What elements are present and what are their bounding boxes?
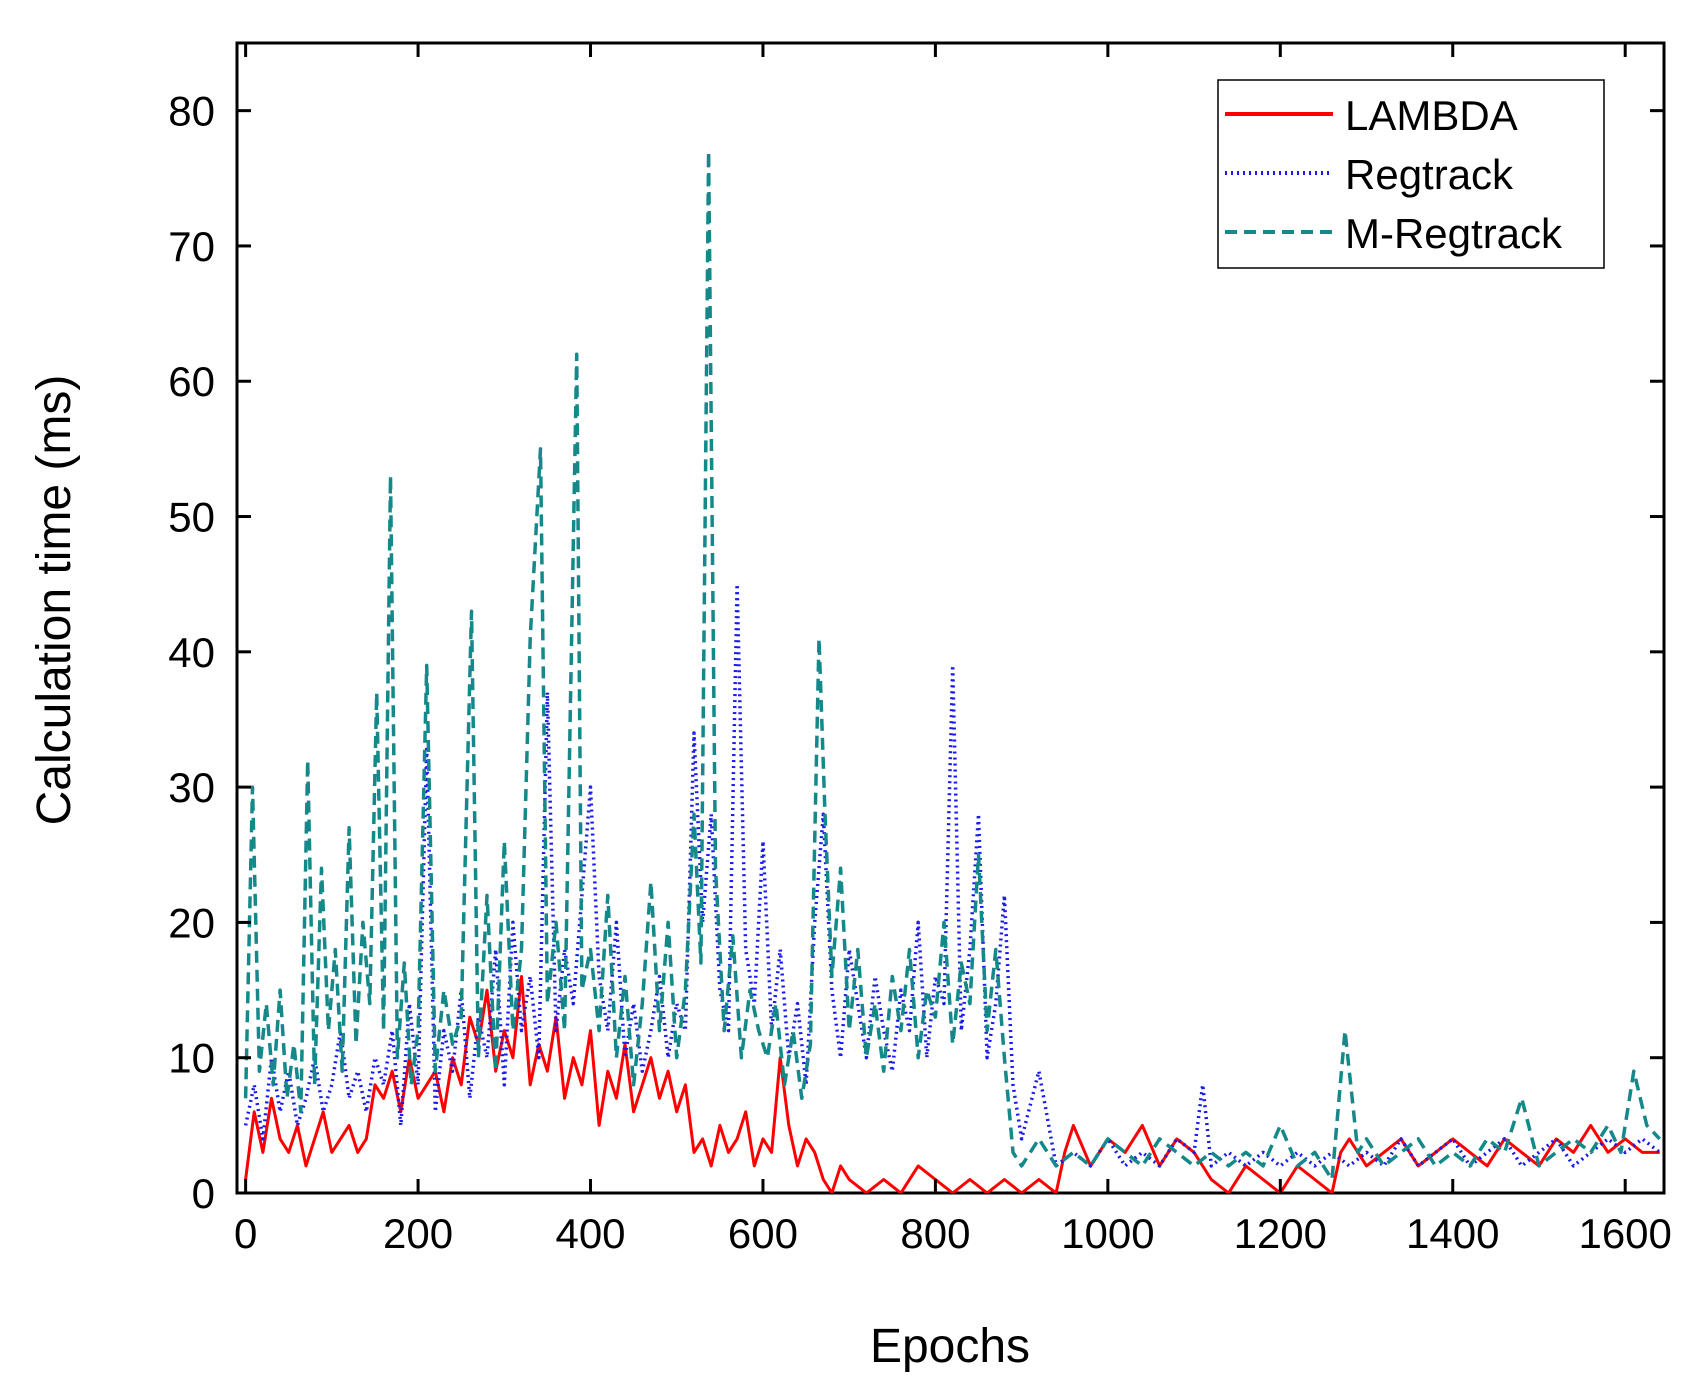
y-tick-label: 60 [168, 358, 215, 405]
legend-box [1217, 79, 1605, 269]
ticks-layer: 0 200 400 600 800 1000 1200 1400 1600 0 10 20 30 40 50… [168, 43, 1672, 1257]
legend-label-m-regtrack: M-Regtrack [1345, 210, 1563, 257]
x-tick-label: 1400 [1406, 1210, 1499, 1257]
series-line-m-regtrack [243, 149, 1661, 1182]
legend-label-regtrack: Regtrack [1345, 151, 1514, 198]
x-tick-label: 0 [234, 1210, 257, 1257]
x-tick-label: 1000 [1061, 1210, 1154, 1257]
x-tick-label: 1600 [1578, 1210, 1671, 1257]
y-tick-label: 0 [192, 1170, 215, 1217]
series-line-regtrack [243, 582, 1661, 1168]
legend: LAMBDA Regtrack M-Regtrack [1217, 79, 1605, 269]
y-tick-label: 70 [168, 223, 215, 270]
y-axis-label: Calculation time (ms) [28, 375, 81, 826]
y-tick-label: 50 [168, 494, 215, 541]
y-tick-label: 10 [168, 1035, 215, 1082]
x-tick-label: 200 [383, 1210, 453, 1257]
x-axis-label: Epochs [870, 1320, 1030, 1373]
series-line-lambda [244, 975, 1660, 1193]
series-layer [243, 149, 1661, 1193]
x-tick-label: 600 [728, 1210, 798, 1257]
y-tick-label: 80 [168, 88, 215, 135]
x-tick-label: 800 [900, 1210, 970, 1257]
y-tick-label: 30 [168, 764, 215, 811]
x-tick-label: 400 [555, 1210, 625, 1257]
legend-label-lambda: LAMBDA [1345, 92, 1518, 139]
x-tick-label: 1200 [1234, 1210, 1327, 1257]
y-tick-label: 20 [168, 899, 215, 946]
y-tick-label: 40 [168, 629, 215, 676]
